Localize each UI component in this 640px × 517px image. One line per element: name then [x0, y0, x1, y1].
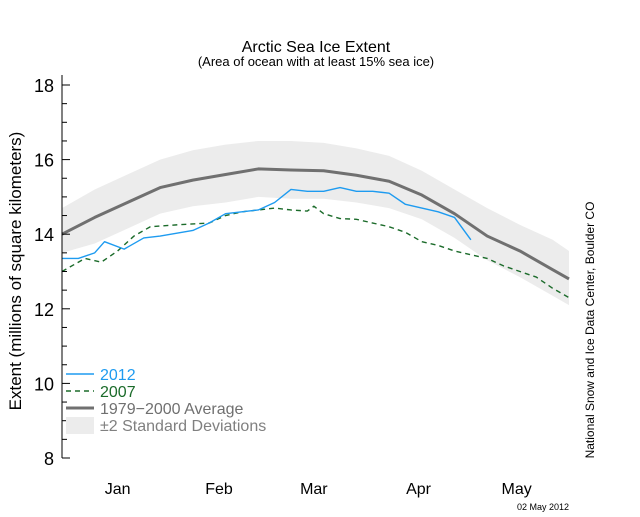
x-month-label: Jan	[105, 481, 131, 498]
legend-label-2012: 2012	[100, 367, 136, 384]
legend-swatch-band	[66, 417, 94, 434]
legend-label-2007: 2007	[100, 384, 136, 401]
date-text: 02 May 2012	[517, 502, 569, 512]
chart-subtitle: (Area of ocean with at least 15% sea ice…	[198, 54, 434, 69]
series-line-2012	[62, 186, 472, 260]
x-month-label: Apr	[406, 481, 432, 498]
x-month-label: Mar	[300, 481, 328, 498]
chart-title: Arctic Sea Ice Extent	[242, 39, 391, 56]
y-axis-label: Extent (millions of square kilometers)	[6, 132, 25, 411]
x-month-label: May	[502, 481, 532, 498]
legend-label-average: 1979−2000 Average	[100, 401, 244, 418]
y-tick-label: 12	[34, 300, 54, 320]
y-tick-label: 16	[34, 151, 54, 171]
std-dev-band	[62, 140, 569, 306]
series-line-2007	[61, 205, 570, 299]
y-tick-label: 18	[34, 76, 54, 96]
series-line-1979-2000-average	[61, 167, 570, 281]
y-tick-label: 14	[34, 225, 54, 245]
credit-text: National Snow and Ice Data Center, Bould…	[583, 202, 597, 459]
legend: 2012 2007 1979−2000 Average ±2 Standard …	[66, 367, 266, 435]
y-tick-label: 8	[44, 449, 54, 469]
x-month-label: Feb	[205, 481, 233, 498]
y-tick-label: 10	[34, 374, 54, 394]
legend-label-band: ±2 Standard Deviations	[100, 418, 266, 435]
